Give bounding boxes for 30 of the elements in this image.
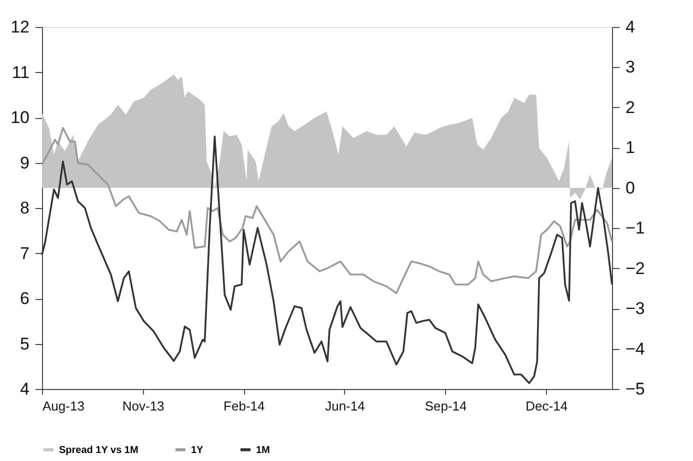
y2-tick-label: −4 [626, 339, 645, 358]
legend-label: 1M [256, 444, 270, 456]
x-tick-label: Aug-13 [42, 398, 84, 414]
x-tick-label: Sep-14 [424, 398, 467, 414]
y-tick-label: 6 [20, 289, 30, 308]
y-tick-label: 10 [10, 108, 30, 127]
x-tick-label: Jun-14 [325, 398, 365, 414]
y-tick-label: 9 [20, 153, 30, 172]
y2-tick-label: −2 [626, 258, 645, 278]
y2-tick-label: 2 [626, 98, 635, 117]
y2-tick-label: 3 [626, 58, 635, 77]
y-tick-label: 8 [20, 198, 30, 218]
legend-label: 1Y [191, 444, 204, 456]
y-tick-label: 4 [20, 380, 30, 398]
y-tick-label: 7 [20, 244, 30, 263]
y2-tick-label: 0 [626, 178, 635, 198]
x-tick-label: Dec-14 [526, 398, 568, 414]
y2-tick-label: 4 [626, 18, 635, 36]
x-tick-label: Feb-14 [224, 398, 265, 414]
line-series [41, 127, 613, 294]
legend-label: Spread 1Y vs 1M [59, 444, 138, 456]
y-tick-label: 12 [10, 18, 30, 36]
y2-tick-label: −1 [626, 218, 645, 238]
line-series [41, 136, 613, 384]
y2-tick-label: −5 [626, 380, 645, 398]
y2-tick-label: −3 [626, 299, 645, 318]
x-tick-label: Nov-13 [122, 398, 164, 414]
y-tick-label: 5 [20, 334, 30, 354]
y-tick-label: 11 [12, 62, 30, 82]
y2-tick-label: 1 [626, 138, 635, 158]
